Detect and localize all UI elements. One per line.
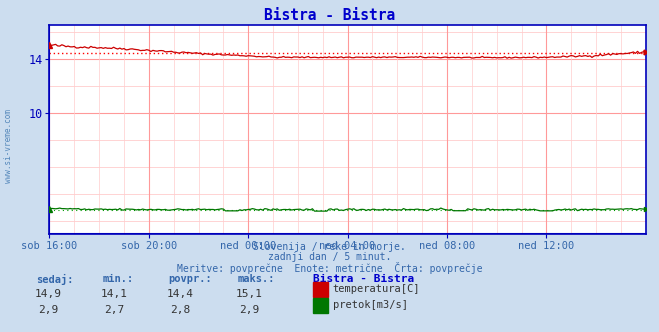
Text: sedaj:: sedaj: [36,274,74,285]
Text: 14,1: 14,1 [101,289,127,299]
Text: 14,9: 14,9 [35,289,61,299]
Text: zadnji dan / 5 minut.: zadnji dan / 5 minut. [268,252,391,262]
Text: povpr.:: povpr.: [168,274,212,284]
Text: 14,4: 14,4 [167,289,193,299]
Text: min.:: min.: [102,274,133,284]
Text: www.si-vreme.com: www.si-vreme.com [4,109,13,183]
Text: 2,8: 2,8 [170,305,190,315]
Text: Slovenija / reke in morje.: Slovenija / reke in morje. [253,242,406,252]
Text: pretok[m3/s]: pretok[m3/s] [333,300,408,310]
Text: 15,1: 15,1 [236,289,262,299]
Text: maks.:: maks.: [237,274,275,284]
Text: Meritve: povprečne  Enote: metrične  Črta: povprečje: Meritve: povprečne Enote: metrične Črta:… [177,262,482,274]
Text: 2,9: 2,9 [38,305,58,315]
Text: temperatura[C]: temperatura[C] [333,284,420,294]
Text: Bistra - Bistra: Bistra - Bistra [313,274,415,284]
Text: 2,9: 2,9 [239,305,259,315]
Text: Bistra - Bistra: Bistra - Bistra [264,8,395,23]
Text: 2,7: 2,7 [104,305,124,315]
